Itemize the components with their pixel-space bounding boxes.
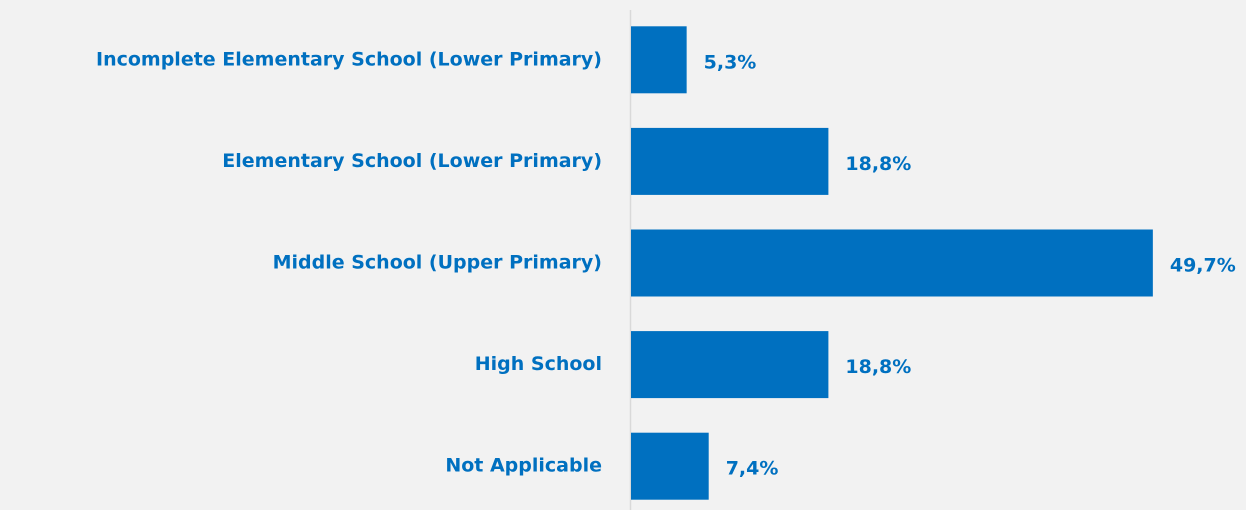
bar — [631, 26, 687, 94]
category-label: High School — [475, 353, 602, 375]
value-label: 5,3% — [704, 51, 757, 73]
bar — [631, 127, 829, 195]
value-label: 49,7% — [1170, 255, 1236, 277]
category-label: Elementary School (Lower Primary) — [222, 150, 602, 172]
bar — [631, 229, 1153, 297]
category-label: Incomplete Elementary School (Lower Prim… — [96, 48, 602, 70]
category-label: Middle School (Upper Primary) — [273, 252, 602, 274]
bar — [631, 331, 829, 399]
value-label: 7,4% — [726, 458, 779, 480]
bar — [631, 432, 709, 500]
value-label: 18,8% — [845, 153, 911, 175]
category-label: Not Applicable — [445, 455, 602, 477]
value-label: 18,8% — [845, 356, 911, 378]
